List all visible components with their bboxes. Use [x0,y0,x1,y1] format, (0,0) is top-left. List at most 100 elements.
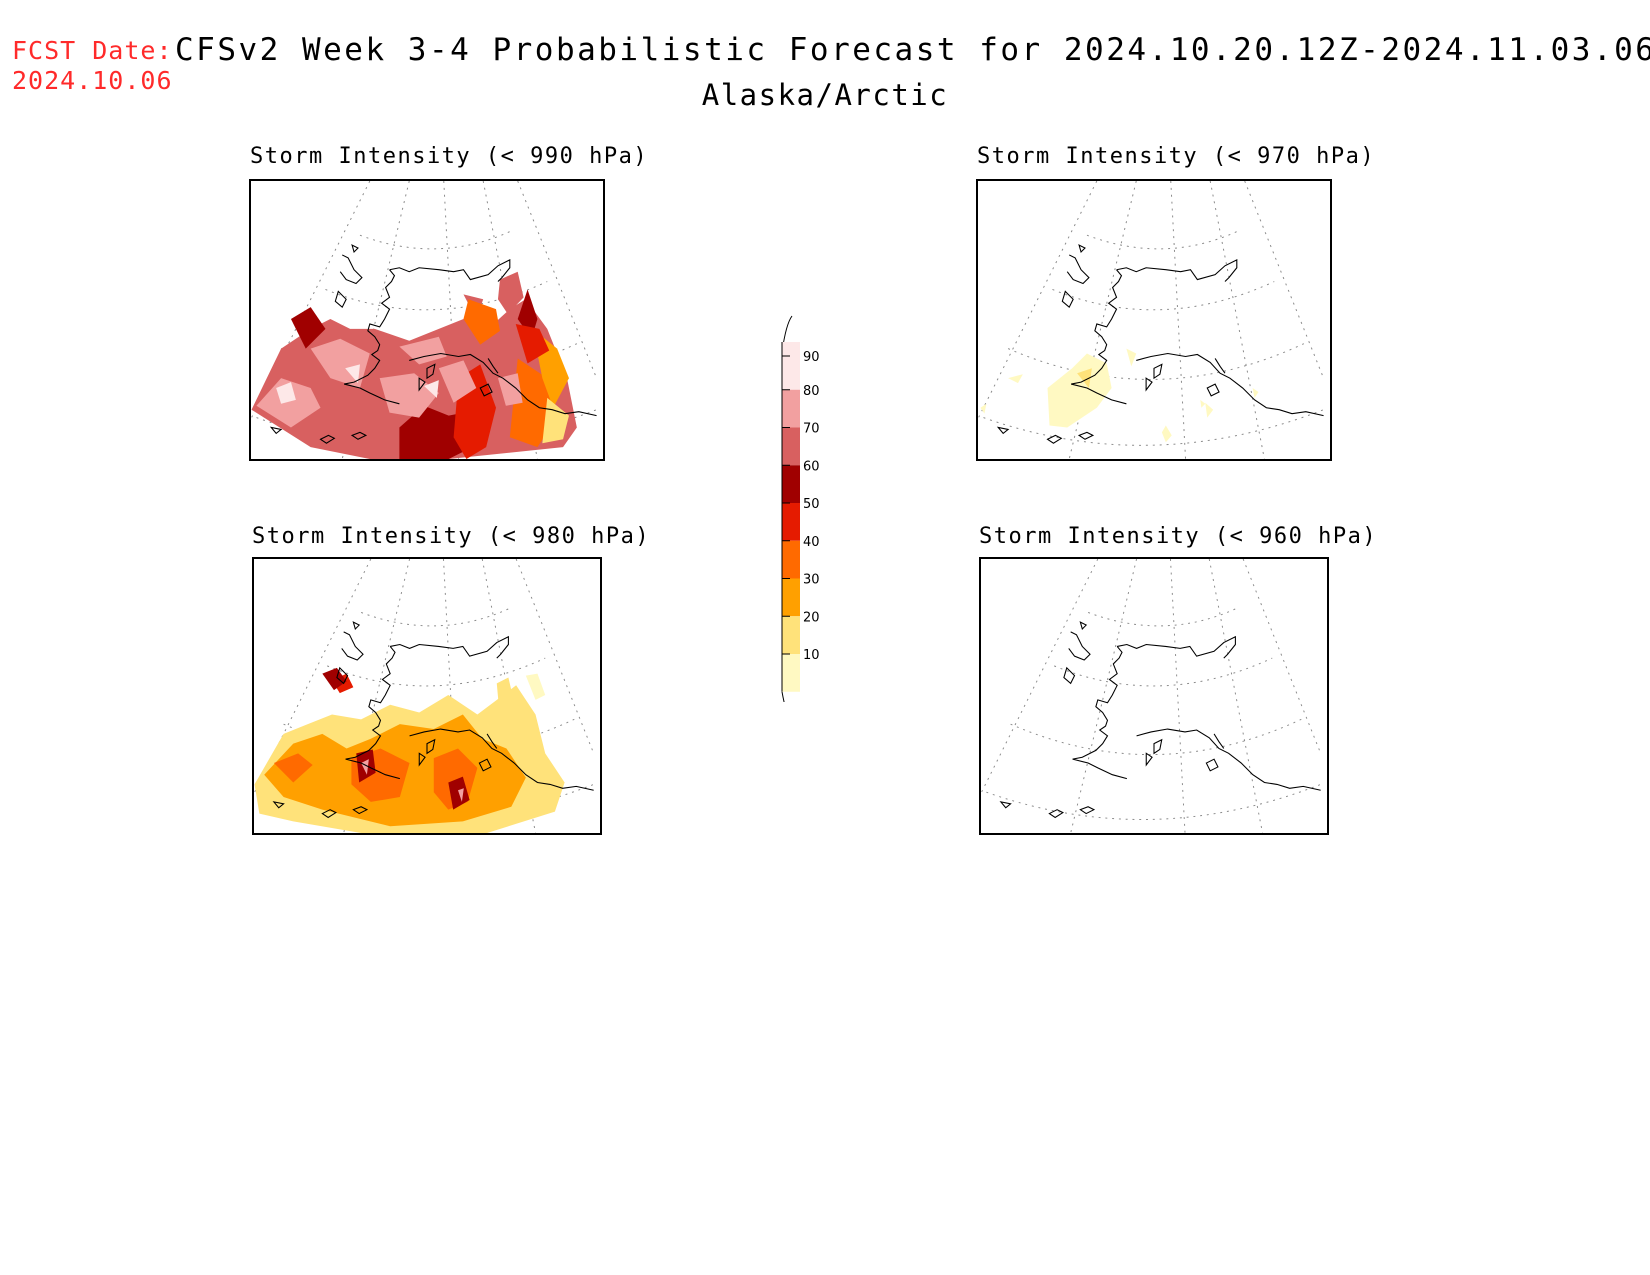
probability-region [1077,368,1092,389]
coastline [1063,666,1076,685]
colorbar-tick-label: 80 [803,384,820,399]
map-panel-960 [979,557,1329,835]
coastline [1072,758,1128,780]
graticule-line [1087,607,1239,627]
graticule-line [1170,181,1187,459]
coastline [1079,806,1096,815]
colorbar-tick-label: 90 [803,350,820,365]
colorbar-swatch [782,427,800,466]
coastline [426,738,436,755]
probability-region [515,323,550,364]
coastline [478,758,492,772]
coastline [345,646,396,760]
panel-title-980: Storm Intensity (< 980 hPa) [252,524,651,549]
graticule-line [517,181,598,379]
probability-map-980 [254,559,595,833]
probability-region [1200,399,1206,408]
probability-region [1008,374,1023,384]
coastline [1068,631,1091,661]
coastline [1205,758,1219,772]
graticule-line [254,559,372,793]
probability-region [458,788,464,802]
region-subtitle: Alaska/Arctic [701,78,949,112]
coastline [1153,738,1163,755]
probability-region [438,360,477,403]
coastline [1213,733,1225,749]
graticule-line [515,559,595,754]
coastline [1078,244,1086,254]
map-panel-970 [976,179,1332,461]
coastline [352,806,369,815]
map-panel-990 [249,179,605,461]
coastline [487,358,499,374]
coastline [389,258,511,282]
coastline [1072,646,1123,760]
probability-region [276,382,296,404]
fcst-date-label: FCST Date: [12,36,173,65]
coastline [1079,621,1088,630]
coastline [344,269,396,385]
coastline [1145,377,1153,392]
coastline [341,631,364,661]
probability-region [1252,388,1259,398]
base-map-980 [254,559,595,833]
graticule-line [1070,559,1138,833]
probability-region [463,299,500,345]
coastline [336,666,349,685]
probability-region [345,364,360,384]
probability-region [448,776,470,810]
graticule-line [360,607,512,627]
graticule-line [986,783,1321,821]
coastline [352,621,361,630]
probability-region [1161,425,1172,443]
coastline [999,801,1012,809]
graticule-line [1169,559,1186,833]
colorbar-bottom-end [781,691,785,702]
colorbar-tick-label: 70 [803,422,820,437]
graticule-line [359,229,513,250]
coastline [1077,431,1095,440]
probability-region [399,336,447,365]
probability-region [980,403,987,414]
colorbar-swatch [782,540,800,579]
probability-region [1205,402,1214,418]
colorbar-swatch [782,578,800,617]
fcst-date-value: 2024.10.06 [12,66,173,95]
coastline [1048,809,1065,819]
probability-region [525,673,546,700]
page-title: CFSv2 Week 3-4 Probabilistic Forecast fo… [175,32,1650,68]
probability-map-960 [981,559,1322,833]
coastline [345,758,401,780]
probability-region [496,677,515,705]
coastline [1214,358,1226,374]
coastline [350,431,368,440]
probability-region [361,759,369,775]
coastline [351,244,359,254]
graticule-line [1208,559,1264,833]
coastline [1046,434,1063,444]
coastline [1153,363,1163,380]
panel-title-960: Storm Intensity (< 960 hPa) [979,524,1378,549]
colorbar-swatch [782,465,800,503]
graticule-line [1010,718,1302,756]
coastline [426,363,436,380]
graticule-line [1244,181,1325,379]
panel-title-990: Storm Intensity (< 990 hPa) [250,144,649,169]
graticule-line [327,657,546,687]
probability-region [1047,353,1112,428]
probability-region [1126,348,1137,367]
coastline [1071,383,1127,405]
coastline [269,426,283,435]
colorbar-tick-label: 30 [803,573,820,588]
coastline [1136,352,1324,417]
coastline [1206,383,1220,397]
graticule-line [1086,229,1240,250]
coastline [1117,635,1236,659]
graticule-line [442,559,459,833]
coastline [418,752,426,767]
panel-title-970: Storm Intensity (< 970 hPa) [977,144,1376,169]
colorbar-tick-label: 40 [803,535,820,550]
coastline [409,352,597,417]
probability-map-990 [251,181,598,459]
colorbar-swatch [782,503,800,541]
